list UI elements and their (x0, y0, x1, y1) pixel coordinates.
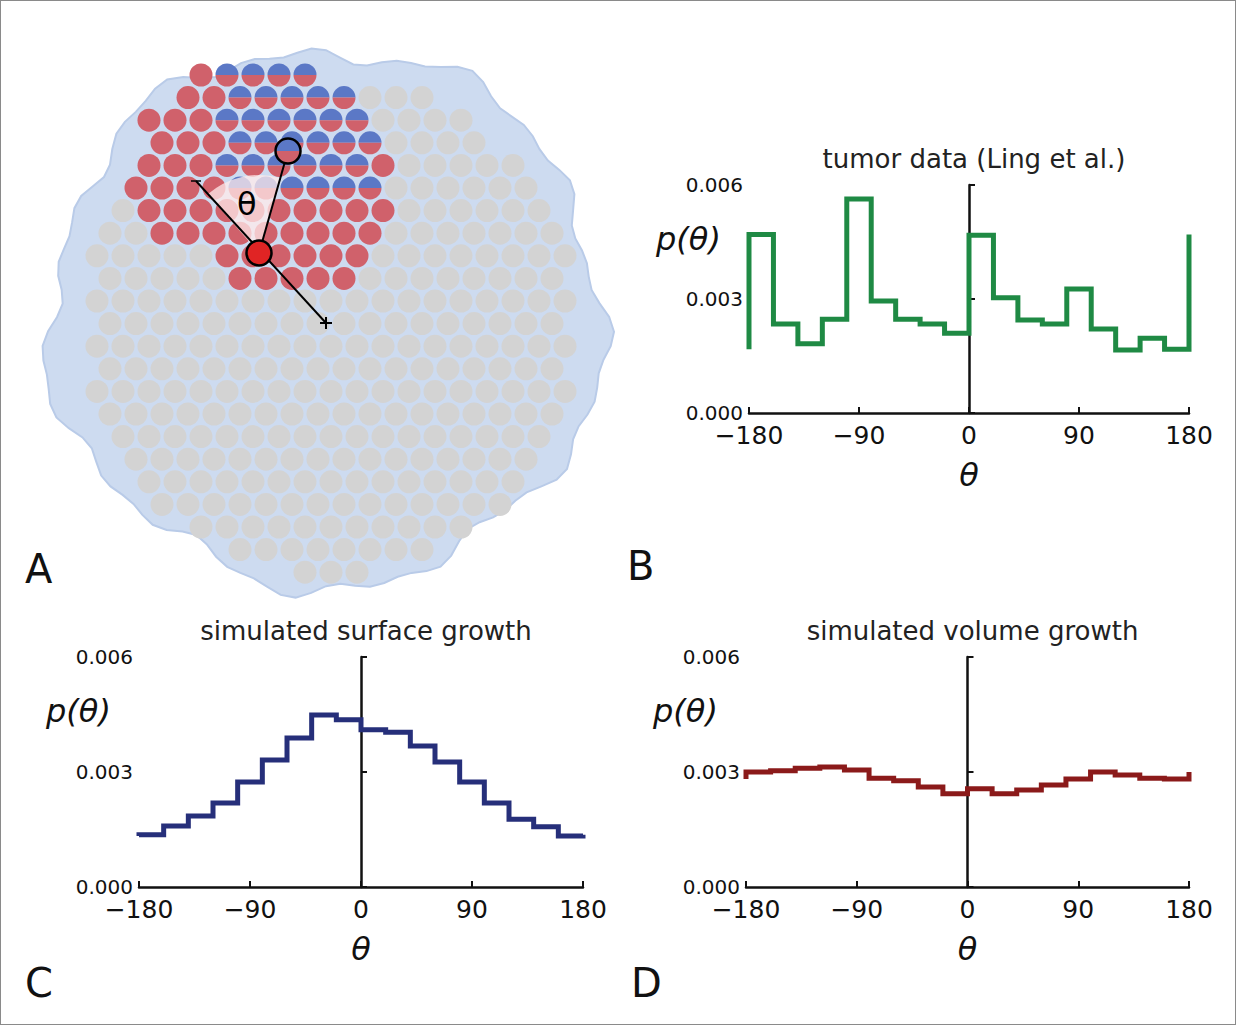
svg-text:B: B (627, 543, 654, 589)
svg-text:θ: θ (959, 456, 979, 494)
svg-text:θ: θ (237, 185, 257, 223)
svg-text:−90: −90 (833, 421, 886, 450)
svg-text:180: 180 (1165, 895, 1213, 924)
svg-text:−180: −180 (712, 895, 781, 924)
svg-text:180: 180 (559, 895, 607, 924)
svg-text:p(θ): p(θ) (652, 692, 718, 730)
svg-text:0.000: 0.000 (75, 875, 133, 899)
svg-text:A: A (25, 546, 53, 592)
svg-text:C: C (25, 960, 53, 1006)
svg-text:θ: θ (351, 930, 371, 968)
svg-text:90: 90 (1063, 421, 1095, 450)
svg-text:0.006: 0.006 (686, 173, 743, 197)
svg-text:−180: −180 (105, 895, 174, 924)
svg-text:−90: −90 (224, 895, 277, 924)
svg-text:−180: −180 (715, 421, 784, 450)
svg-text:simulated surface growth: simulated surface growth (200, 616, 532, 646)
svg-text:D: D (631, 960, 662, 1006)
svg-text:simulated volume growth: simulated volume growth (807, 616, 1139, 646)
svg-text:0.003: 0.003 (683, 760, 740, 784)
svg-text:90: 90 (456, 895, 488, 924)
svg-text:0.006: 0.006 (76, 645, 133, 669)
svg-text:0.003: 0.003 (686, 287, 743, 311)
svg-text:0.000: 0.000 (682, 875, 740, 899)
svg-text:0.000: 0.000 (685, 401, 743, 425)
svg-text:0: 0 (961, 421, 977, 450)
svg-text:90: 90 (1062, 895, 1094, 924)
svg-text:0.003: 0.003 (76, 760, 133, 784)
svg-text:0: 0 (353, 895, 369, 924)
svg-text:180: 180 (1165, 421, 1213, 450)
svg-text:θ: θ (958, 930, 978, 968)
svg-text:tumor data (Ling et al.): tumor data (Ling et al.) (823, 144, 1126, 174)
svg-text:−90: −90 (830, 895, 883, 924)
svg-text:0.006: 0.006 (683, 645, 740, 669)
svg-text:0: 0 (960, 895, 976, 924)
svg-text:p(θ): p(θ) (45, 692, 111, 730)
svg-text:p(θ): p(θ) (655, 220, 721, 258)
